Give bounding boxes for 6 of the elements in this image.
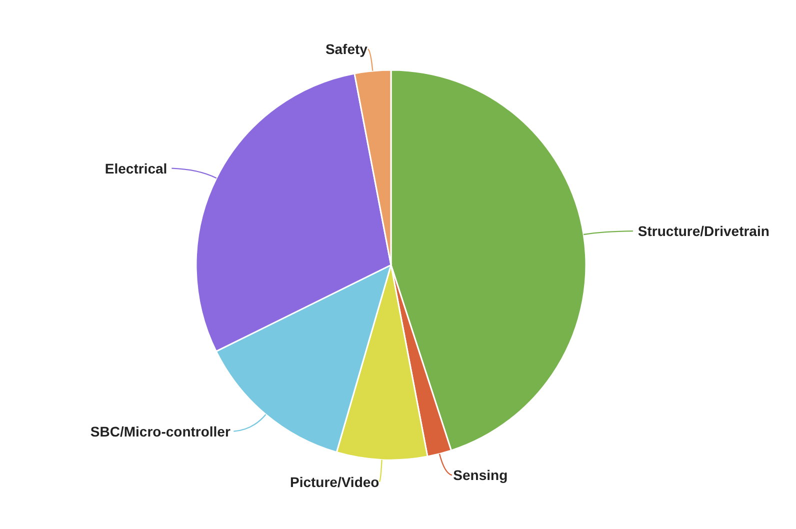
slice-label: Safety [325,40,368,57]
slice-label: Electrical [104,160,168,176]
slice-label: Sensing [453,467,508,484]
slice-label: Structure/Drivetrain [638,223,770,240]
slice-label: SBC/Micro-controller [90,423,231,440]
slice-label: Picture/Video [290,474,380,490]
